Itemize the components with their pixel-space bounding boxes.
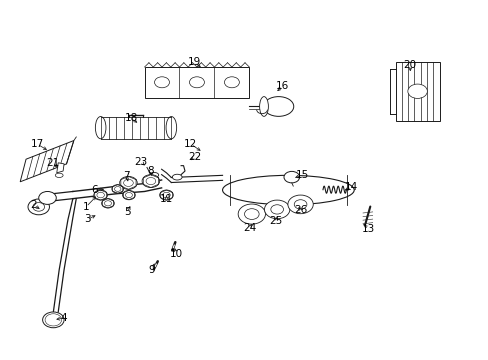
Circle shape	[97, 192, 104, 198]
Text: 24: 24	[242, 224, 256, 233]
Ellipse shape	[95, 117, 106, 139]
Circle shape	[224, 77, 239, 88]
Bar	[144, 67, 249, 98]
Circle shape	[39, 192, 56, 204]
Text: 6: 6	[91, 185, 98, 195]
Text: 16: 16	[275, 81, 288, 91]
Circle shape	[163, 192, 170, 198]
Circle shape	[238, 204, 265, 224]
Text: 7: 7	[123, 171, 129, 181]
Text: 3: 3	[84, 215, 91, 224]
Circle shape	[284, 171, 299, 183]
Polygon shape	[20, 140, 74, 182]
Circle shape	[123, 179, 133, 186]
Polygon shape	[57, 163, 64, 173]
Circle shape	[114, 186, 121, 191]
Circle shape	[120, 176, 137, 189]
Text: 10: 10	[169, 248, 183, 258]
Circle shape	[154, 77, 169, 88]
Circle shape	[112, 185, 123, 193]
Text: 12: 12	[184, 139, 197, 149]
Ellipse shape	[55, 173, 63, 177]
Circle shape	[146, 177, 155, 185]
Ellipse shape	[172, 174, 182, 180]
Circle shape	[287, 195, 313, 214]
Circle shape	[102, 199, 114, 208]
Text: 25: 25	[269, 216, 282, 226]
Circle shape	[189, 77, 204, 88]
Circle shape	[125, 193, 132, 198]
Text: 5: 5	[124, 207, 130, 217]
Ellipse shape	[166, 117, 176, 139]
Circle shape	[159, 190, 173, 200]
Circle shape	[244, 209, 259, 220]
Text: 14: 14	[345, 182, 358, 192]
Text: 1: 1	[82, 202, 89, 212]
Text: 4: 4	[61, 313, 67, 323]
Bar	[395, 62, 439, 121]
Circle shape	[42, 312, 64, 328]
Text: 19: 19	[188, 57, 201, 67]
Ellipse shape	[259, 96, 268, 116]
Text: 9: 9	[148, 265, 155, 275]
Text: 11: 11	[160, 194, 173, 204]
Text: 2: 2	[30, 200, 37, 210]
Text: 21: 21	[46, 158, 59, 168]
Circle shape	[104, 201, 111, 206]
Text: 17: 17	[31, 139, 44, 149]
Circle shape	[142, 175, 159, 188]
Text: 22: 22	[188, 152, 201, 162]
Ellipse shape	[150, 172, 158, 177]
Circle shape	[47, 316, 59, 324]
Circle shape	[45, 314, 61, 326]
Text: 20: 20	[403, 60, 416, 70]
Circle shape	[33, 203, 44, 211]
Circle shape	[407, 84, 427, 98]
Text: 15: 15	[295, 170, 308, 180]
Text: 18: 18	[124, 113, 138, 123]
Circle shape	[264, 200, 289, 219]
Ellipse shape	[222, 175, 353, 205]
Circle shape	[94, 190, 107, 200]
Text: 23: 23	[134, 157, 147, 167]
Circle shape	[28, 199, 49, 215]
Circle shape	[122, 190, 135, 200]
Text: 26: 26	[293, 206, 306, 216]
Circle shape	[294, 200, 306, 209]
Circle shape	[270, 205, 283, 214]
Text: 8: 8	[147, 166, 154, 176]
Text: 13: 13	[362, 224, 375, 234]
Ellipse shape	[263, 96, 293, 116]
